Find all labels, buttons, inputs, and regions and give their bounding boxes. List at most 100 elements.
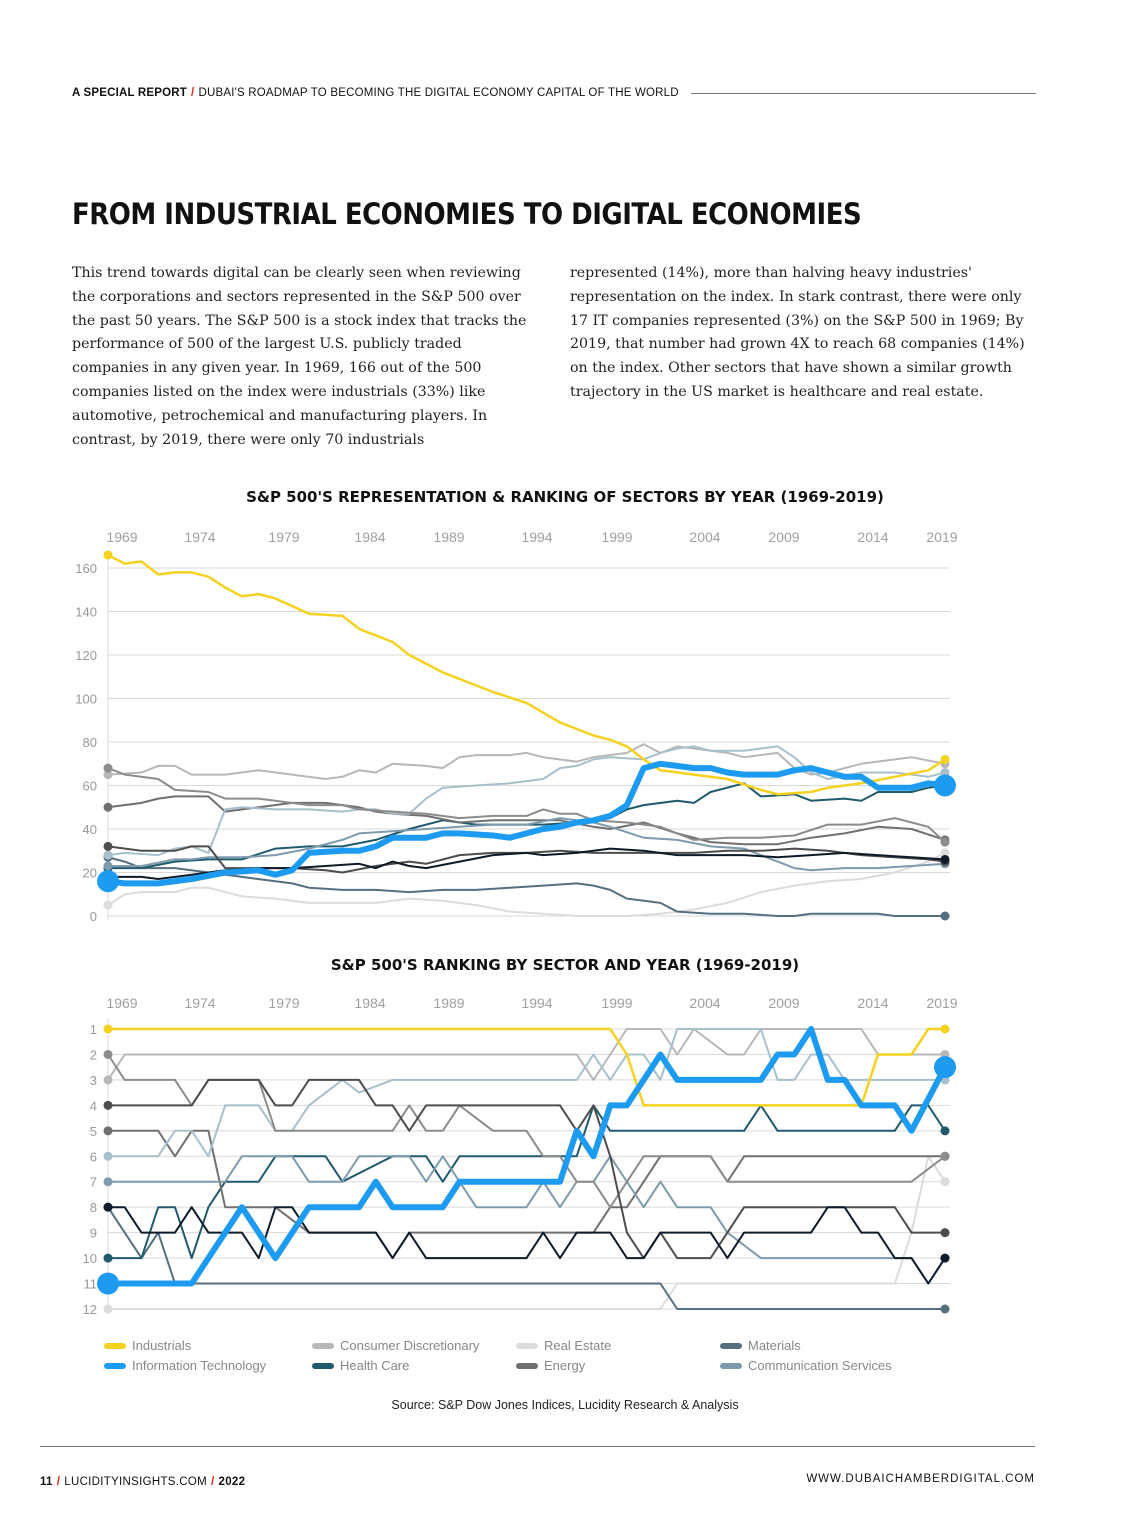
legend-item: Information Technology <box>104 1358 266 1373</box>
source-note: Source: S&P Dow Jones Indices, Lucidity … <box>391 1398 739 1412</box>
legend-swatch <box>312 1342 334 1349</box>
series-line-unlabeled-10 <box>107 845 946 874</box>
header-kicker: A SPECIAL REPORT <box>72 87 188 99</box>
x-tick-label: 1979 <box>268 529 299 545</box>
y-tick-label: 80 <box>83 735 97 750</box>
y-tick-label: 40 <box>83 822 97 837</box>
x-tick-label: 2009 <box>768 995 799 1011</box>
x-tick-label: 2019 <box>926 529 957 545</box>
series-end-point <box>940 1024 950 1034</box>
series-line-unlabeled-8 <box>107 1028 946 1158</box>
series-start-point <box>97 870 119 893</box>
legend-item: Communication Services <box>720 1358 892 1373</box>
series-line-communication-services <box>107 1155 946 1285</box>
body-column-1: This trend towards digital can be clearl… <box>72 265 527 448</box>
series-start-point <box>103 1024 113 1034</box>
series-start-point <box>103 802 113 812</box>
series-start-point <box>103 1151 113 1161</box>
legend-label: Real Estate <box>544 1338 612 1353</box>
header-rule <box>690 92 1036 94</box>
legend-swatch <box>516 1362 538 1369</box>
x-tick-label: 2019 <box>926 995 957 1011</box>
footer-separator-2: / <box>211 1476 215 1488</box>
series-end-point <box>940 837 950 847</box>
page-number: 11 <box>40 1476 53 1488</box>
y-tick-label: 120 <box>75 648 97 663</box>
x-tick-label: 1979 <box>268 995 299 1011</box>
series-start-point <box>103 1049 113 1059</box>
footer-url: WWW.DUBAICHAMBERDIGITAL.COM <box>806 1473 1035 1485</box>
legend-swatch <box>104 1342 126 1349</box>
series-start-point <box>97 1272 119 1295</box>
x-tick-label: 1994 <box>521 529 552 545</box>
legend-swatch <box>720 1362 742 1369</box>
footer-separator: / <box>56 1476 61 1488</box>
legend-swatch <box>104 1362 126 1369</box>
x-tick-label: 1989 <box>433 529 464 545</box>
series-start-point <box>103 850 113 860</box>
legend-item: Real Estate <box>516 1338 611 1353</box>
footer-site: LUCIDITYINSIGHTS.COM <box>64 1476 207 1488</box>
series-line-industrials <box>106 1027 947 1107</box>
series-end-point <box>940 911 950 921</box>
series-line-real-estate <box>107 851 946 917</box>
series-end-point <box>940 767 950 777</box>
y-tick-label: 3 <box>90 1073 97 1088</box>
y-tick-label: 9 <box>90 1226 97 1241</box>
y-tick-label: 1 <box>90 1022 97 1037</box>
series-start-point <box>103 1304 113 1314</box>
page-title: FROM INDUSTRIAL ECONOMIES TO DIGITAL ECO… <box>72 198 862 232</box>
series-end-point <box>940 854 950 864</box>
series-line-materials <box>107 1206 946 1310</box>
legend-swatch <box>312 1362 334 1369</box>
series-end-point <box>940 848 950 858</box>
footer-rule <box>40 1446 1035 1447</box>
series-end-point <box>934 1056 956 1079</box>
y-tick-label: 10 <box>83 1251 97 1266</box>
y-tick-label: 12 <box>83 1302 97 1317</box>
series-start-point <box>103 763 113 773</box>
y-tick-label: 140 <box>75 605 97 620</box>
series-start-point <box>103 1253 113 1263</box>
chart-2-title: S&P 500'S RANKING BY SECTOR AND YEAR (19… <box>330 956 800 974</box>
series-start-point <box>103 770 113 780</box>
series-line-energy <box>107 795 946 846</box>
y-tick-label: 5 <box>90 1124 97 1139</box>
series-start-point <box>103 1075 113 1085</box>
x-tick-label: 1989 <box>433 995 464 1011</box>
footer-left: 11 / LUCIDITYINSIGHTS.COM / 2022 <box>40 1476 245 1488</box>
series-line-information-technology <box>105 1026 948 1287</box>
chart-1-title: S&P 500'S REPRESENTATION & RANKING OF SE… <box>246 488 884 506</box>
x-tick-label: 1969 <box>106 529 137 545</box>
legend-label: Materials <box>748 1338 801 1353</box>
series-line-information-technology <box>105 760 948 887</box>
y-tick-label: 11 <box>84 1277 98 1292</box>
x-tick-label: 1969 <box>106 995 137 1011</box>
running-header: A SPECIAL REPORT / DUBAI'S ROADMAP TO BE… <box>72 86 1036 100</box>
legend-label: Energy <box>544 1358 586 1373</box>
y-tick-label: 20 <box>83 866 97 881</box>
series-start-point <box>103 550 113 560</box>
series-end-point <box>940 754 950 764</box>
y-tick-label: 60 <box>83 779 97 794</box>
series-line-health-care <box>107 1104 946 1260</box>
series-line-industrials <box>106 553 947 796</box>
x-tick-label: 1974 <box>184 995 215 1011</box>
x-tick-label: 1994 <box>521 995 552 1011</box>
y-tick-label: 2 <box>90 1047 97 1062</box>
series-start-point <box>103 1202 113 1212</box>
legend-item: Materials <box>720 1338 801 1353</box>
series-line-unlabeled-8 <box>107 745 946 857</box>
series-line-unlabeled-9 <box>107 767 946 844</box>
legend-item: Health Care <box>312 1358 409 1373</box>
series-start-point <box>103 1177 113 1187</box>
series-line-unlabeled-11 <box>107 1206 946 1285</box>
series-end-point <box>940 1151 950 1161</box>
y-tick-label: 7 <box>90 1175 97 1190</box>
y-tick-label: 8 <box>90 1200 97 1215</box>
series-end-point <box>940 1126 950 1136</box>
legend-swatch <box>720 1342 742 1349</box>
x-tick-label: 1999 <box>601 529 632 545</box>
legend-label: Health Care <box>340 1358 410 1373</box>
